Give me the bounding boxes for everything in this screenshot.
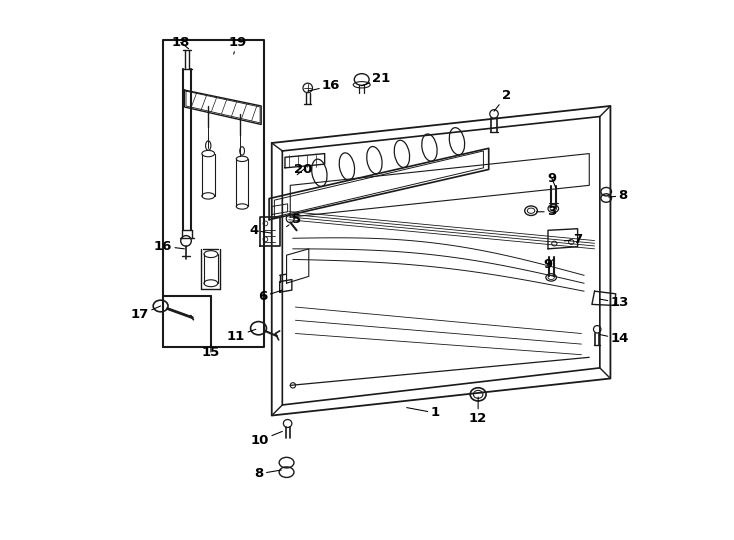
Text: 8: 8 xyxy=(608,190,628,202)
Text: 14: 14 xyxy=(600,332,629,345)
Text: 16: 16 xyxy=(308,79,341,92)
Text: 8: 8 xyxy=(255,467,281,480)
Text: 16: 16 xyxy=(154,240,184,253)
Text: 2: 2 xyxy=(494,89,511,111)
Text: 1: 1 xyxy=(407,407,440,420)
Text: 17: 17 xyxy=(131,306,161,321)
Text: 18: 18 xyxy=(172,36,190,49)
Text: 9: 9 xyxy=(548,172,556,187)
Text: 10: 10 xyxy=(251,431,283,447)
Text: 9: 9 xyxy=(543,258,553,271)
Text: 12: 12 xyxy=(469,397,487,424)
Text: 19: 19 xyxy=(228,36,247,54)
Text: 13: 13 xyxy=(600,296,629,309)
Text: 21: 21 xyxy=(362,72,390,86)
Text: 15: 15 xyxy=(202,345,220,359)
Text: 5: 5 xyxy=(286,213,301,227)
Text: 20: 20 xyxy=(294,163,313,176)
Text: 6: 6 xyxy=(258,290,283,303)
Text: 7: 7 xyxy=(564,233,583,246)
Text: 11: 11 xyxy=(227,329,256,343)
Text: 4: 4 xyxy=(250,224,271,237)
Text: 3: 3 xyxy=(537,205,556,218)
